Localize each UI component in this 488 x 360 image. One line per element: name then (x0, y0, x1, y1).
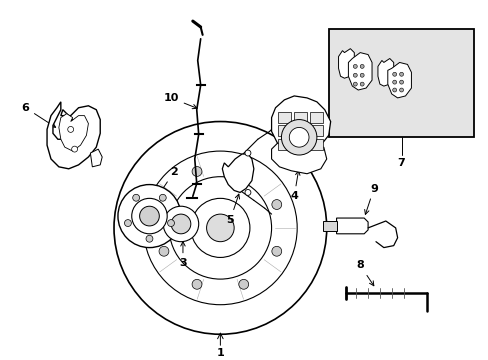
Text: 10: 10 (163, 93, 197, 109)
Circle shape (244, 189, 250, 195)
Circle shape (289, 127, 308, 147)
Circle shape (159, 246, 168, 256)
Bar (294, 126, 306, 136)
Circle shape (72, 146, 78, 152)
Text: 4: 4 (290, 171, 299, 201)
Polygon shape (347, 53, 371, 90)
Circle shape (238, 167, 248, 176)
Polygon shape (271, 143, 326, 174)
Bar (294, 112, 306, 122)
Polygon shape (387, 62, 410, 98)
Circle shape (244, 150, 250, 156)
Circle shape (167, 220, 174, 226)
Circle shape (360, 64, 364, 68)
Circle shape (132, 194, 139, 201)
Polygon shape (271, 96, 330, 155)
Circle shape (169, 177, 271, 279)
Text: 5: 5 (226, 194, 239, 225)
Text: 9: 9 (364, 184, 377, 214)
Circle shape (140, 206, 159, 226)
Text: 3: 3 (179, 242, 186, 268)
Polygon shape (90, 149, 102, 167)
Circle shape (238, 279, 248, 289)
Circle shape (271, 199, 281, 210)
Circle shape (159, 199, 168, 210)
Circle shape (143, 151, 297, 305)
Circle shape (118, 185, 181, 248)
Polygon shape (59, 114, 88, 151)
Bar (278, 139, 291, 150)
Circle shape (392, 72, 396, 76)
Polygon shape (222, 154, 253, 193)
Polygon shape (322, 221, 336, 231)
Circle shape (353, 82, 357, 86)
Bar (309, 112, 322, 122)
Bar (294, 139, 306, 150)
Polygon shape (336, 218, 367, 234)
Text: 2: 2 (156, 167, 178, 198)
Polygon shape (47, 102, 100, 169)
Circle shape (360, 73, 364, 77)
Bar (309, 139, 322, 150)
Circle shape (353, 64, 357, 68)
Circle shape (192, 167, 202, 176)
Circle shape (192, 279, 202, 289)
Circle shape (131, 198, 167, 234)
Circle shape (171, 214, 190, 234)
Polygon shape (338, 49, 354, 78)
Bar (309, 126, 322, 136)
Circle shape (353, 73, 357, 77)
Circle shape (159, 194, 166, 201)
Text: 7: 7 (397, 158, 405, 168)
Circle shape (399, 80, 403, 84)
Circle shape (271, 246, 281, 256)
Text: 1: 1 (216, 348, 224, 358)
Circle shape (392, 88, 396, 92)
Circle shape (124, 220, 131, 226)
Circle shape (399, 72, 403, 76)
Circle shape (67, 126, 74, 132)
Circle shape (281, 120, 316, 155)
Bar (278, 126, 291, 136)
Bar (328, 29, 473, 137)
Polygon shape (377, 59, 393, 86)
Circle shape (399, 88, 403, 92)
Circle shape (392, 80, 396, 84)
Text: 8: 8 (356, 260, 373, 286)
Text: 6: 6 (21, 103, 56, 127)
Circle shape (146, 235, 153, 242)
Circle shape (206, 214, 234, 242)
Circle shape (190, 198, 249, 257)
Circle shape (163, 206, 198, 242)
Bar (278, 112, 291, 122)
Circle shape (360, 82, 364, 86)
Circle shape (114, 122, 326, 334)
